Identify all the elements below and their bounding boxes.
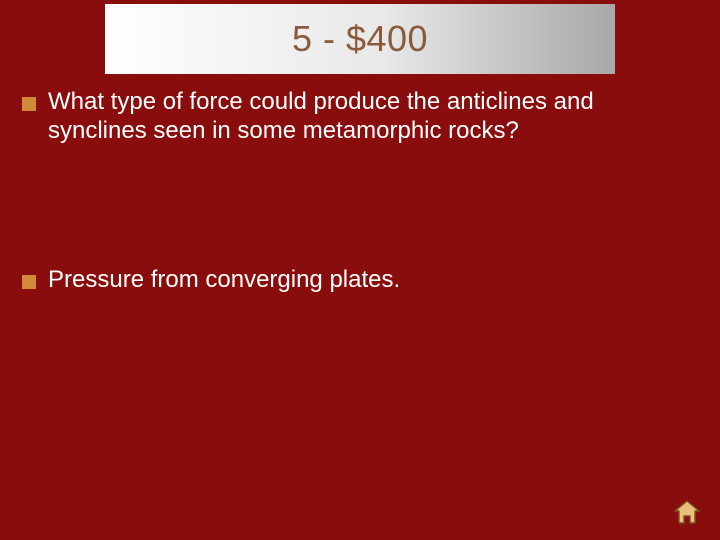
home-button[interactable]: [672, 499, 702, 526]
slide: 5 - $400 What type of force could produc…: [0, 0, 720, 540]
list-item: What type of force could produce the ant…: [22, 88, 698, 146]
answer-text: Pressure from converging plates.: [48, 266, 400, 295]
question-text: What type of force could produce the ant…: [48, 88, 698, 146]
home-icon: [673, 500, 701, 525]
bullet-square-icon: [22, 97, 36, 111]
bullet-square-icon: [22, 275, 36, 289]
slide-title: 5 - $400: [292, 18, 428, 60]
title-box: 5 - $400: [105, 4, 615, 74]
spacer: [22, 146, 698, 266]
list-item: Pressure from converging plates.: [22, 266, 698, 295]
body-area: What type of force could produce the ant…: [22, 88, 698, 294]
